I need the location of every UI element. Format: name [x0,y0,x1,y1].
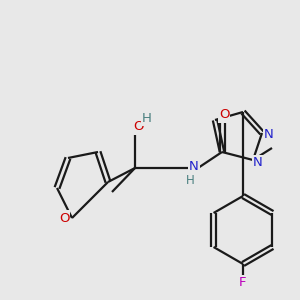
Text: O: O [219,109,229,122]
Text: N: N [264,128,274,142]
Text: H: H [142,112,152,124]
Text: H: H [186,173,194,187]
Text: F: F [239,277,247,290]
Text: O: O [134,121,144,134]
Text: N: N [189,160,199,172]
Text: N: N [253,157,263,169]
Text: O: O [59,212,69,224]
